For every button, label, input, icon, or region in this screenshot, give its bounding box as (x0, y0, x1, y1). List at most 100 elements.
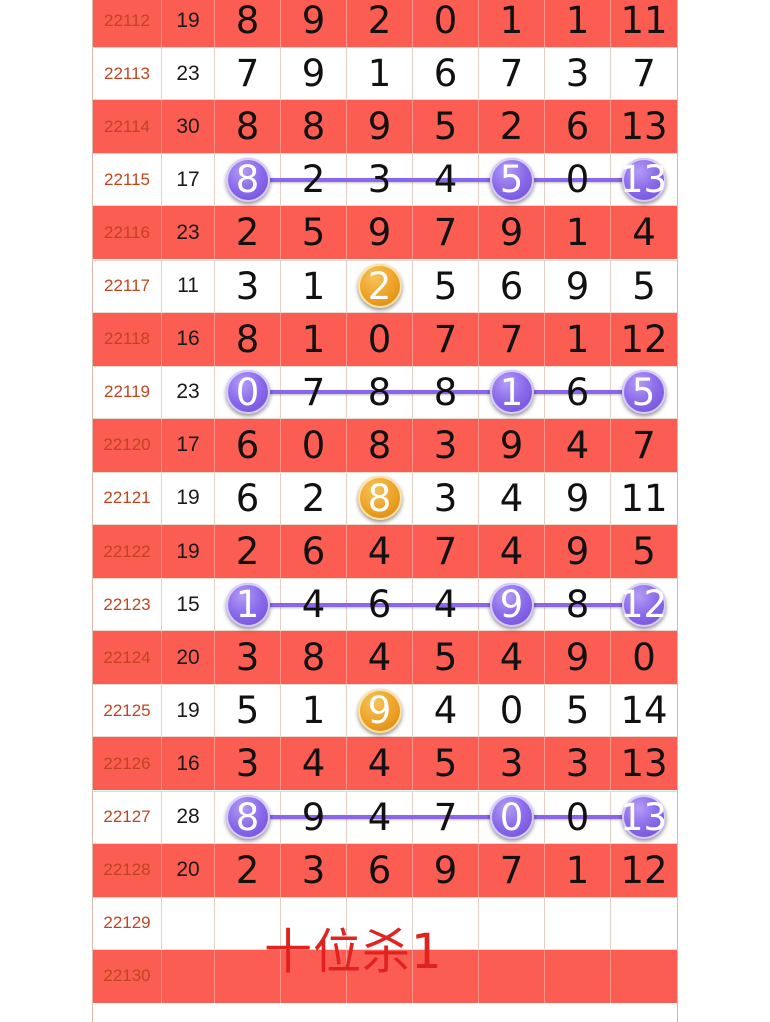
digit-cell: 5 (610, 525, 677, 579)
sum-value: 30 (161, 100, 214, 154)
sum-value: 28 (161, 791, 214, 843)
digit-value: 8 (235, 158, 260, 202)
digit-value: 6 (565, 105, 590, 149)
digit-value: 9 (367, 211, 392, 255)
digit-value: 1 (565, 848, 590, 892)
digit-cell: 0 (478, 685, 544, 737)
digit-cell: 3 (280, 843, 346, 897)
digit-value: 8 (235, 795, 260, 839)
table-row: 22118 16 8 1 0 7 7 1 12 (93, 312, 677, 366)
sum-value: 16 (161, 312, 214, 366)
digit-cell: 8 (346, 418, 412, 472)
digit-cell: 13 (610, 737, 677, 791)
digit-cell: 3 (214, 631, 280, 685)
digit-cell (610, 897, 677, 949)
digit-cell: 4 (610, 206, 677, 260)
digit-cell: 0 (478, 791, 544, 843)
digit-value: 9 (499, 423, 524, 467)
digit-cell: 9 (544, 472, 610, 524)
digit-value: 8 (367, 370, 392, 414)
digit-value: 4 (433, 158, 458, 202)
digit-value: 3 (499, 742, 524, 786)
digit-cell: 3 (214, 260, 280, 312)
connector-line (247, 177, 643, 182)
digit-cell: 1 (280, 260, 346, 312)
digit-value: 6 (301, 530, 326, 574)
digit-value: 3 (235, 742, 260, 786)
digit-value: 2 (367, 0, 392, 43)
issue-number: 22124 (103, 647, 151, 667)
digit-value: 13 (619, 158, 668, 202)
purple-ball-marker (489, 370, 534, 415)
digit-cell: 5 (610, 260, 677, 312)
digit-value: 6 (499, 264, 524, 308)
digit-value: 1 (301, 264, 326, 308)
issue-number: 22125 (103, 700, 151, 720)
digit-cell: 9 (412, 843, 478, 897)
sum-value: 19 (161, 685, 214, 737)
digit-value: 3 (433, 476, 458, 520)
digit-value: 3 (235, 636, 260, 680)
digit-value: 5 (433, 742, 458, 786)
digit-value: 1 (301, 317, 326, 361)
connector-line (247, 815, 643, 820)
digit-cell: 8 (214, 100, 280, 154)
digit-cell: 3 (478, 737, 544, 791)
table-row: 22129 (93, 896, 677, 950)
digit-cell: 6 (478, 260, 544, 312)
issue-number: 22116 (103, 222, 150, 242)
digit-cell: 3 (412, 472, 478, 524)
digit-cell: 7 (412, 206, 478, 260)
digit-cell (544, 949, 610, 1003)
digit-cell: 6 (544, 100, 610, 154)
table-row: 22112 19 8 9 2 0 1 1 11 (93, 0, 677, 48)
digit-value: 8 (301, 636, 326, 680)
digit-value: 9 (499, 583, 524, 627)
issue-number: 22123 (103, 594, 151, 614)
digit-cell: 8 (214, 312, 280, 366)
digit-cell: 5 (214, 685, 280, 737)
digit-value: 6 (235, 476, 260, 520)
digit-value: 7 (235, 52, 260, 96)
digit-value: 6 (565, 370, 590, 414)
digit-value: 9 (565, 476, 590, 520)
digit-value: 11 (620, 476, 668, 520)
connector-line (247, 602, 643, 607)
issue-number: 22114 (103, 116, 150, 136)
digit-value: 12 (620, 848, 668, 892)
digit-value: 14 (620, 689, 668, 733)
digit-value: 1 (565, 0, 590, 43)
orange-ball-marker (357, 688, 402, 733)
digit-value: 2 (367, 264, 392, 308)
sum-value: 19 (161, 472, 214, 524)
table-row: 22122 19 2 6 4 7 4 9 5 (93, 525, 677, 579)
digit-cell: 8 (346, 472, 412, 524)
digit-value: 1 (235, 583, 260, 627)
digit-value: 7 (433, 211, 458, 255)
table-row: 22126 16 3 4 4 5 3 3 13 (93, 737, 677, 791)
digit-cell: 14 (610, 685, 677, 737)
digit-value: 4 (565, 423, 590, 467)
digit-value: 9 (367, 689, 392, 733)
digit-value: 0 (499, 689, 524, 733)
digit-value: 0 (499, 795, 524, 839)
digit-value: 5 (433, 105, 458, 149)
digit-cell: 6 (214, 472, 280, 524)
digit-cell: 4 (346, 631, 412, 685)
digit-cell: 0 (346, 312, 412, 366)
digit-cell: 9 (346, 685, 412, 737)
digit-cell: 13 (610, 154, 676, 206)
digit-value: 3 (565, 52, 590, 96)
purple-ball-marker (489, 157, 534, 202)
digit-value: 0 (301, 423, 326, 467)
digit-value: 13 (620, 742, 668, 786)
digit-cell: 9 (478, 206, 544, 260)
digit-value: 8 (235, 317, 260, 361)
digit-cell: 0 (280, 418, 346, 472)
purple-ball-marker (225, 582, 270, 627)
digit-cell (478, 949, 544, 1003)
digit-value: 3 (367, 158, 392, 202)
lottery-history-table: 22112 19 8 9 2 0 1 1 11 22113 23 7 9 1 6 7 3 7 22114 30 8 8 9 5… (92, 0, 678, 1022)
digit-value: 4 (301, 742, 326, 786)
digit-cell: 4 (478, 631, 544, 685)
